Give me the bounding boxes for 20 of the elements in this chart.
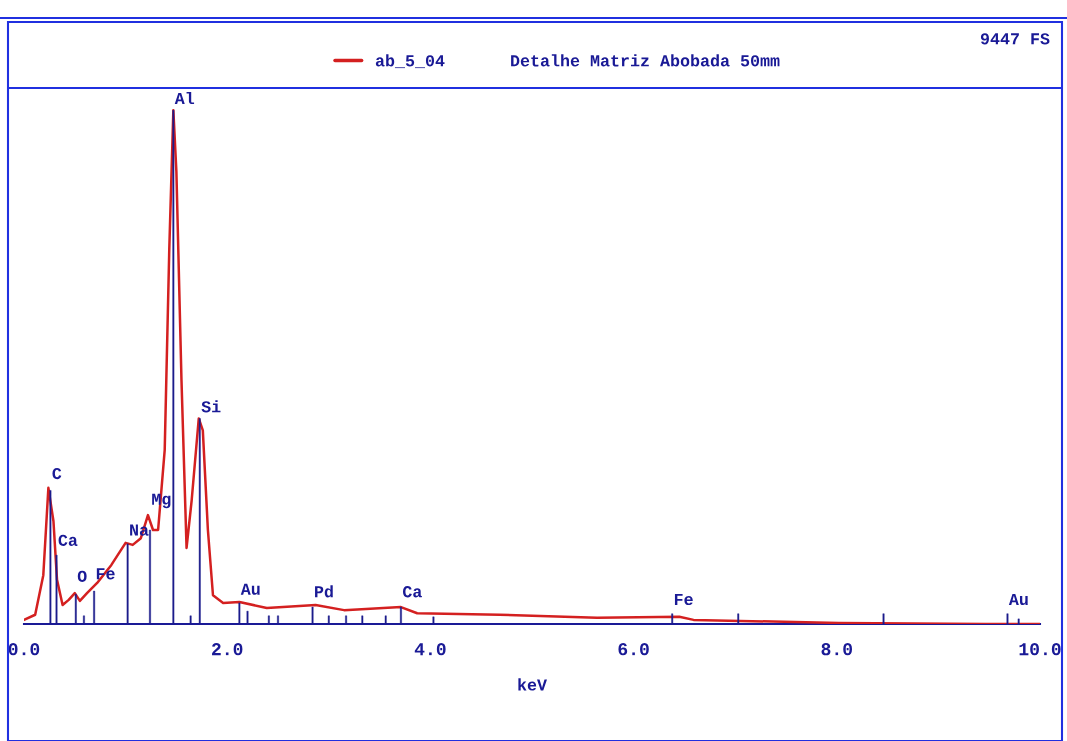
x-tick-label: 10.0: [1019, 643, 1061, 656]
annotation: Au: [1008, 593, 1028, 606]
annotation: Si: [201, 400, 221, 413]
annotation: Al: [174, 91, 195, 105]
x-tick-label: 6.0: [618, 643, 649, 656]
x-tick-label: 4.0: [414, 643, 446, 656]
annotation: O: [77, 570, 87, 582]
annotation: Fe: [674, 593, 693, 606]
annotation: Ca: [58, 534, 78, 547]
annotation: Au: [240, 583, 260, 595]
x-tick-label: 8.0: [821, 643, 853, 656]
legend-label: ab_5_04: [375, 54, 445, 69]
text: 9447 FS: [980, 33, 1050, 45]
x-tick-label: 2.0: [212, 643, 243, 656]
annotation: Ca: [402, 586, 422, 598]
x-tick-label: 0.0: [8, 643, 40, 656]
chart-title: Detalhe Matriz Abobada 50mm: [511, 54, 780, 67]
annotation: C: [52, 467, 62, 480]
x-axis-title: keV: [518, 678, 547, 691]
annotation: Pd: [315, 585, 333, 598]
